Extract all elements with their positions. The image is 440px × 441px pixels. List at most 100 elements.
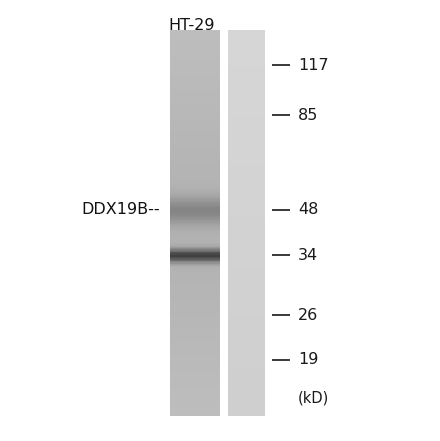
Bar — [170, 62, 220, 64]
Bar — [228, 139, 265, 141]
Bar — [170, 78, 220, 79]
Bar — [170, 361, 220, 363]
Bar — [170, 130, 220, 132]
Bar — [170, 285, 220, 287]
Bar — [228, 70, 265, 71]
Bar — [228, 121, 265, 123]
Bar — [170, 283, 220, 284]
Bar — [170, 355, 220, 356]
Bar — [228, 175, 265, 177]
Bar — [228, 321, 265, 323]
Bar — [170, 229, 220, 231]
Bar — [228, 323, 265, 325]
Bar — [228, 72, 265, 74]
Bar — [170, 51, 220, 52]
Bar — [228, 106, 265, 108]
Bar — [170, 353, 220, 355]
Bar — [228, 60, 265, 61]
Bar — [170, 324, 220, 325]
Bar — [170, 117, 220, 119]
Bar — [228, 297, 265, 299]
Bar — [228, 82, 265, 84]
Bar — [170, 142, 220, 143]
Bar — [228, 94, 265, 96]
Bar — [228, 152, 265, 154]
Bar — [228, 406, 265, 408]
Bar — [170, 102, 220, 104]
Bar — [170, 267, 220, 269]
Bar — [170, 337, 220, 339]
Bar — [170, 90, 220, 92]
Bar — [170, 198, 220, 200]
Bar — [228, 95, 265, 97]
Bar — [170, 360, 220, 362]
Bar — [170, 156, 220, 157]
Bar — [228, 348, 265, 350]
Bar — [228, 230, 265, 232]
Bar — [228, 161, 265, 163]
Bar — [170, 315, 220, 317]
Bar — [170, 119, 220, 120]
Bar — [228, 119, 265, 120]
Bar — [170, 242, 220, 243]
Bar — [170, 34, 220, 36]
Bar — [170, 369, 220, 370]
Bar — [228, 123, 265, 124]
Bar — [170, 226, 220, 228]
Bar — [170, 238, 220, 239]
Bar — [228, 209, 265, 210]
Bar — [228, 217, 265, 219]
Bar — [170, 235, 220, 237]
Bar — [228, 216, 265, 218]
Bar — [228, 115, 265, 116]
Bar — [170, 120, 220, 122]
Bar — [170, 217, 220, 219]
Bar — [170, 75, 220, 77]
Bar — [170, 116, 220, 118]
Bar — [170, 320, 220, 322]
Bar — [170, 405, 220, 407]
Bar — [228, 355, 265, 356]
Bar — [228, 211, 265, 213]
Bar — [170, 269, 220, 270]
Bar — [228, 202, 265, 204]
Bar — [170, 260, 220, 262]
Bar — [228, 243, 265, 245]
Text: 26: 26 — [298, 307, 318, 322]
Bar — [228, 67, 265, 69]
Bar — [170, 199, 220, 201]
Bar — [228, 285, 265, 287]
Bar — [170, 323, 220, 325]
Bar — [170, 181, 220, 183]
Bar — [170, 37, 220, 38]
Bar — [228, 89, 265, 91]
Bar — [228, 283, 265, 284]
Bar — [170, 344, 220, 346]
Bar — [228, 266, 265, 268]
Bar — [170, 275, 220, 277]
Bar — [228, 225, 265, 227]
Bar — [228, 147, 265, 149]
Bar — [228, 156, 265, 157]
Bar — [170, 135, 220, 137]
Bar — [228, 357, 265, 359]
Bar — [228, 209, 265, 211]
Bar — [228, 47, 265, 49]
Bar — [170, 66, 220, 68]
Bar — [228, 407, 265, 409]
Text: 19: 19 — [298, 352, 319, 367]
Bar — [228, 377, 265, 378]
Text: 48: 48 — [298, 202, 319, 217]
Bar — [170, 111, 220, 112]
Bar — [228, 112, 265, 114]
Bar — [170, 302, 220, 304]
Bar — [170, 203, 220, 205]
Bar — [170, 195, 220, 197]
Bar — [228, 37, 265, 38]
Bar — [170, 180, 220, 182]
Bar — [170, 209, 220, 211]
Bar — [228, 65, 265, 67]
Text: 117: 117 — [298, 57, 329, 72]
Bar — [228, 346, 265, 348]
Bar — [228, 188, 265, 190]
